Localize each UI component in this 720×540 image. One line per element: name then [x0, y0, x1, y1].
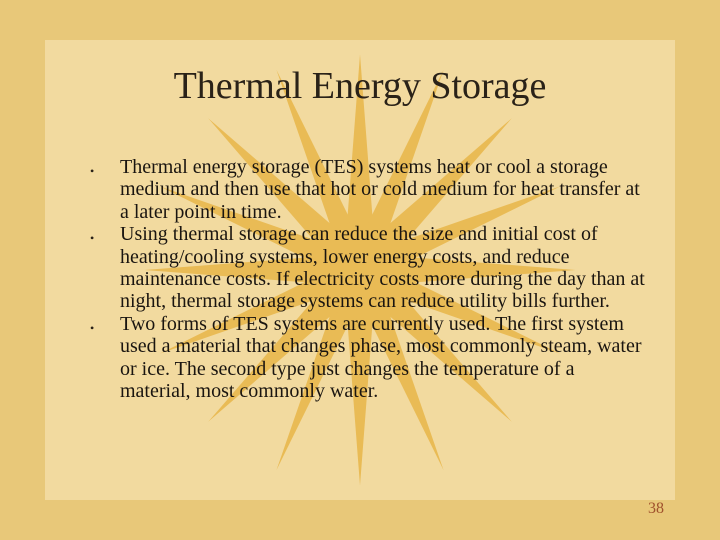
bullet-item: • Using thermal storage can reduce the s… — [88, 223, 648, 313]
bullet-marker: • — [88, 156, 120, 182]
slide-content: Thermal Energy Storage • Thermal energy … — [0, 0, 720, 540]
bullet-text: Using thermal storage can reduce the siz… — [120, 223, 648, 313]
bullet-text: Two forms of TES systems are currently u… — [120, 313, 648, 403]
bullet-item: • Two forms of TES systems are currently… — [88, 313, 648, 403]
slide-title: Thermal Energy Storage — [0, 64, 720, 108]
page-number: 38 — [648, 500, 664, 518]
bullet-marker: • — [88, 223, 120, 249]
bullet-list: • Thermal energy storage (TES) systems h… — [88, 156, 648, 402]
bullet-text: Thermal energy storage (TES) systems hea… — [120, 156, 648, 223]
bullet-item: • Thermal energy storage (TES) systems h… — [88, 156, 648, 223]
bullet-marker: • — [88, 313, 120, 339]
